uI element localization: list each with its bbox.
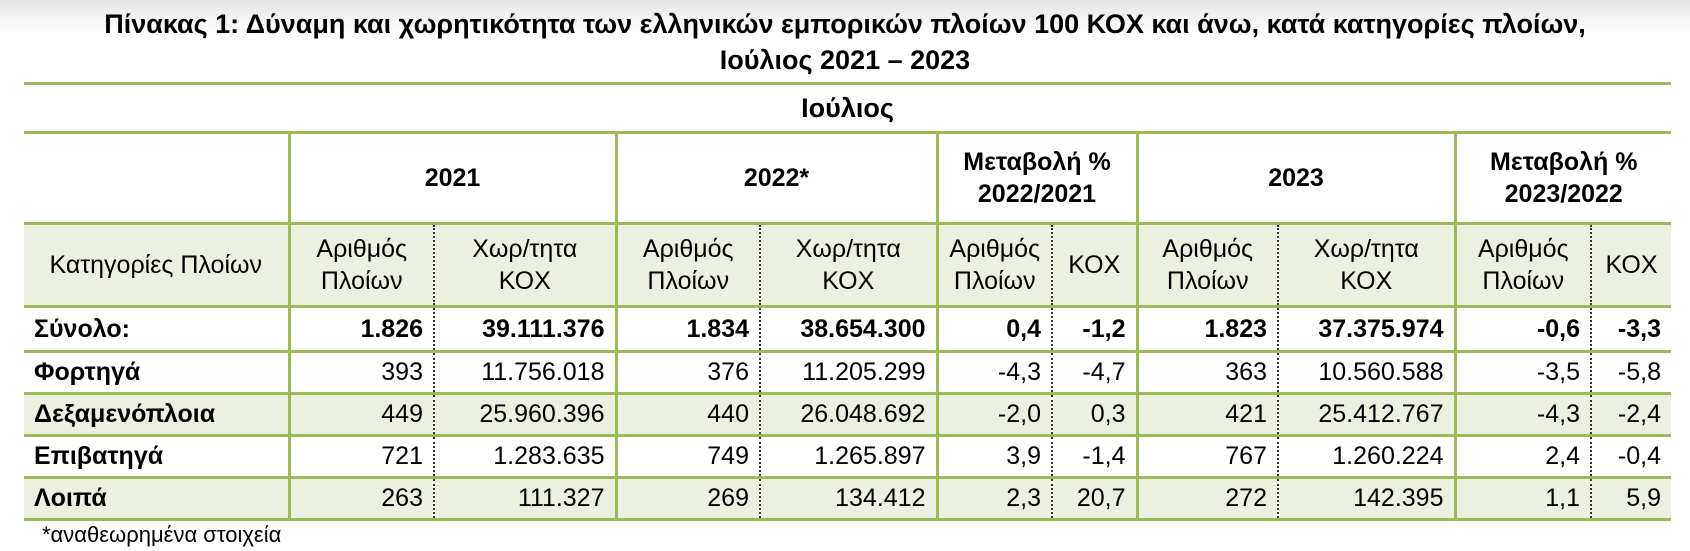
cell: -4,3 (935, 351, 1052, 395)
data-row: Φορτηγά 393 11.756.018 376 11.205.299 -4,3 -4,… (24, 351, 1672, 395)
data-row: Επιβατηγά 721 1.283.635 749 1.265.897 3,9 -1,4… (24, 435, 1672, 479)
subheader: Χωρ/τητα ΚΟΧ (1277, 223, 1455, 308)
cell: 26.048.692 (759, 393, 937, 437)
cell: 421 (1135, 393, 1278, 437)
cell: 1.265.897 (759, 435, 937, 479)
cell: 376 (614, 351, 760, 395)
cell: -0,4 (1589, 435, 1672, 479)
subheader: Αριθμός Πλοίων (1135, 223, 1278, 308)
cell: 111.327 (433, 477, 616, 521)
cell: -3,5 (1453, 351, 1591, 395)
subheader: Αριθμός Πλοίων (614, 223, 760, 308)
data-row: Σύνολο: 1.826 39.111.376 1.834 38.654.300 0,4… (24, 306, 1672, 353)
cell: 38.654.300 (759, 306, 937, 353)
subheader: Χωρ/τητα ΚΟΧ (433, 223, 616, 308)
cell: 11.756.018 (433, 351, 616, 395)
cell: -2,0 (935, 393, 1052, 437)
cell: 263 (287, 477, 434, 521)
cell: 0,3 (1051, 393, 1137, 437)
row-label: Φορτηγά (24, 351, 289, 395)
table-body: Ιούλιος 2021 2022* Μεταβολή % 2022/2021 202… (24, 82, 1672, 521)
subheader: Αριθμός Πλοίων (1453, 223, 1591, 308)
cell: -1,2 (1051, 306, 1137, 353)
subheader-row: Κατηγορίες Πλοίων Αριθμός Πλοίων Χωρ/τητα … (24, 223, 1672, 308)
cell: 39.111.376 (433, 306, 616, 353)
cell: 1.823 (1135, 306, 1278, 353)
row-label: Λοιπά (24, 477, 289, 521)
cell: 2,4 (1453, 435, 1591, 479)
cell: 0,4 (935, 306, 1052, 353)
cell: 767 (1135, 435, 1278, 479)
table: Ιούλιος 2021 2022* Μεταβολή % 2022/2021 202… (24, 82, 1672, 521)
cell: -2,4 (1589, 393, 1672, 437)
cell: 269 (614, 477, 760, 521)
cell: 10.560.588 (1277, 351, 1455, 395)
subheader: Κατηγορίες Πλοίων (24, 223, 289, 308)
title-line: Πίνακας 1: Δύναμη και χωρητικότητα των ε… (104, 9, 1586, 39)
cell: 11.205.299 (759, 351, 937, 395)
title-line: Ιούλιος 2021 – 2023 (719, 45, 971, 75)
group-header: Μεταβολή % 2023/2022 (1453, 132, 1672, 225)
group-header: 2021 (287, 132, 616, 225)
subheader: ΚΟΧ (1589, 223, 1672, 308)
subheader: Χωρ/τητα ΚΟΧ (759, 223, 937, 308)
cell: 37.375.974 (1277, 306, 1455, 353)
super-header: Ιούλιος (24, 82, 1672, 134)
cell: 25.960.396 (433, 393, 616, 437)
cell: 2,3 (935, 477, 1052, 521)
cell: 20,7 (1051, 477, 1137, 521)
cell: 272 (1135, 477, 1278, 521)
cell: 5,9 (1589, 477, 1672, 521)
data-row: Λοιπά 263 111.327 269 134.412 2,3 20,7 272 142.3… (24, 477, 1672, 521)
data-row: Δεξαμενόπλοια 449 25.960.396 440 26.048.692-… (24, 393, 1672, 437)
group-header-row: 2021 2022* Μεταβολή % 2022/2021 2023 Μεταβολ… (24, 132, 1672, 225)
cell: 1.260.224 (1277, 435, 1455, 479)
cell: 721 (287, 435, 434, 479)
title: Πίνακας 1: Δύναμη και χωρητικότητα των ε… (0, 0, 1690, 82)
cell: -1,4 (1051, 435, 1137, 479)
subheader: Αριθμός Πλοίων (287, 223, 434, 308)
row-label: Δεξαμενόπλοια (24, 393, 289, 437)
cell: 749 (614, 435, 760, 479)
cell: 134.412 (759, 477, 937, 521)
cell: 1.826 (287, 306, 434, 353)
group-header: Μεταβολή % 2022/2021 (935, 132, 1137, 225)
cell: -5,8 (1589, 351, 1672, 395)
cell: 3,9 (935, 435, 1052, 479)
row-label: Επιβατηγά (24, 435, 289, 479)
cell: 363 (1135, 351, 1278, 395)
cell: 25.412.767 (1277, 393, 1455, 437)
cell: 440 (614, 393, 760, 437)
cell: -0,6 (1453, 306, 1591, 353)
cell: -4,3 (1453, 393, 1591, 437)
super-header-row: Ιούλιος (24, 82, 1672, 134)
group-header: 2023 (1135, 132, 1455, 225)
cell: -4,7 (1051, 351, 1137, 395)
cell: 449 (287, 393, 434, 437)
blank-cell (24, 132, 289, 225)
subheader: ΚΟΧ (1051, 223, 1137, 308)
cell: 1.834 (614, 306, 760, 353)
subheader: Αριθμός Πλοίων (935, 223, 1052, 308)
footnote: *αναθεωρημένα στοιχεία (42, 522, 282, 547)
cell: 142.395 (1277, 477, 1455, 521)
row-label: Σύνολο: (24, 306, 289, 353)
cell: 1,1 (1453, 477, 1591, 521)
cell: 393 (287, 351, 434, 395)
cell: 1.283.635 (433, 435, 616, 479)
cell: -3,3 (1589, 306, 1672, 353)
group-header: 2022* (614, 132, 937, 225)
